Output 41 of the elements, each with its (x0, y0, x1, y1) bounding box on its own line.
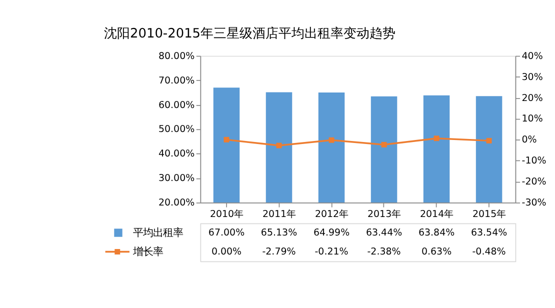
y2-tick-label: 40% (522, 50, 543, 62)
y-tick-label: 60.00% (158, 100, 195, 111)
y-tick-label: 80.00% (158, 50, 195, 62)
y2-tick-label: 20% (522, 92, 543, 104)
point (224, 136, 230, 142)
chart-title: 沈阳2010-2015年三星级酒店平均出租率变动趋势 (104, 25, 396, 42)
data-label: 67.00% (208, 227, 245, 238)
y2-tick-label: 10% (522, 114, 543, 125)
data-label: -2.38% (367, 246, 401, 258)
legend-label: 增长率 (132, 246, 163, 258)
x-tick-label: 2010年 (210, 208, 244, 220)
data-label: 64.99% (313, 227, 350, 238)
y-tick-label: 70.00% (158, 75, 195, 86)
data-label: 65.13% (260, 227, 298, 238)
x-tick-label: 2013年 (367, 208, 401, 220)
x-tick-label: 2011年 (262, 208, 296, 220)
data-label: -0.21% (314, 246, 348, 258)
x-tick-label: 2012年 (314, 208, 348, 220)
legend-label: 平均出租率 (132, 227, 183, 240)
data-label: 63.54% (470, 227, 508, 238)
x-tick-label: 2015年 (472, 208, 506, 220)
data-label: 0.63% (421, 246, 452, 258)
x-tick-label: 2014年 (420, 208, 454, 220)
y-tick-label: 50.00% (158, 124, 195, 136)
y-tick-label: 20.00% (158, 198, 195, 209)
y2-tick-label: 0% (522, 134, 537, 146)
point (486, 138, 492, 144)
y2-tick-label: -30% (522, 198, 546, 209)
y-tick-label: 30.00% (158, 173, 195, 184)
y2-tick-label: 30% (522, 72, 543, 83)
data-label: 63.84% (418, 227, 455, 238)
point (328, 137, 334, 143)
y2-tick-label: -10% (522, 156, 546, 167)
data-label: 63.44% (366, 227, 402, 238)
point (381, 142, 387, 148)
y2-tick-label: -20% (522, 176, 546, 188)
data-label: -2.79% (262, 246, 296, 258)
data-label: 0.00% (211, 246, 242, 258)
point (434, 136, 440, 142)
data-label: -0.48% (472, 246, 506, 258)
y-tick-label: 40.00% (158, 148, 195, 160)
